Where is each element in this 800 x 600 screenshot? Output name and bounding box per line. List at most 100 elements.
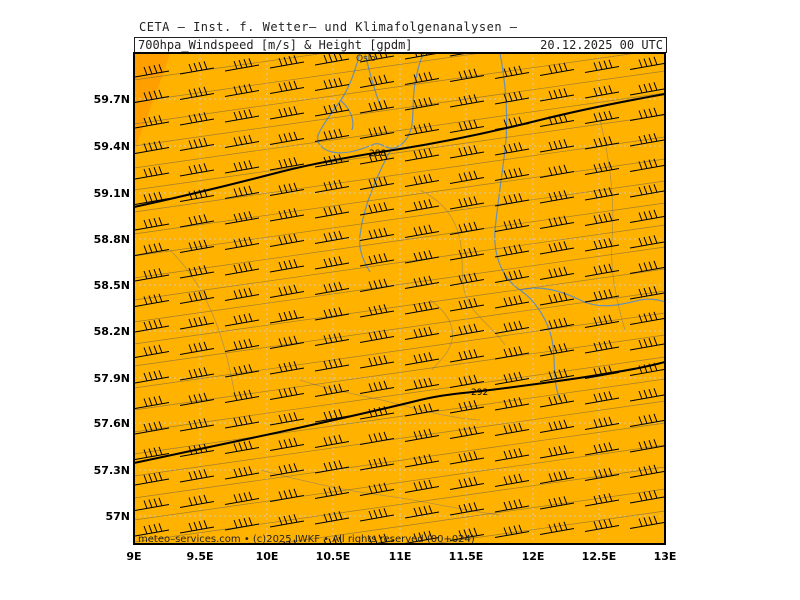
wind-barb bbox=[629, 490, 665, 504]
height-contour-292 bbox=[134, 361, 665, 464]
wind-barb bbox=[449, 94, 485, 108]
wind-barb bbox=[134, 395, 170, 409]
wind-barb bbox=[269, 157, 305, 171]
wind-barb bbox=[539, 317, 575, 331]
wind-barb bbox=[269, 208, 305, 222]
wind-barb bbox=[179, 61, 215, 75]
wind-barb bbox=[404, 377, 440, 391]
wind-barb bbox=[134, 497, 170, 511]
wind-barb bbox=[449, 323, 485, 337]
wind-barb bbox=[629, 388, 665, 402]
wind-barb bbox=[539, 343, 575, 357]
wind-barb bbox=[179, 214, 215, 228]
wind-barb bbox=[359, 508, 395, 522]
wind-barb bbox=[179, 137, 215, 151]
wind-barb bbox=[495, 53, 498, 54]
high-wind-shading bbox=[134, 53, 170, 150]
wind-barb bbox=[314, 205, 350, 219]
wind-barb bbox=[134, 446, 170, 460]
wind-barb bbox=[404, 173, 440, 187]
wind-barb bbox=[179, 265, 215, 279]
wind-barb bbox=[404, 403, 440, 417]
wind-barb bbox=[224, 211, 260, 225]
wind-barb bbox=[134, 472, 170, 486]
wind-barb bbox=[494, 142, 530, 156]
wind-barb bbox=[359, 100, 395, 114]
wind-barb bbox=[179, 112, 215, 126]
wind-barb bbox=[134, 344, 170, 358]
wind-barb bbox=[449, 247, 485, 261]
wind-barb bbox=[224, 389, 260, 403]
wind-barb bbox=[224, 338, 260, 352]
wind-barb bbox=[630, 31, 664, 44]
wind-barb bbox=[134, 64, 170, 78]
wind-barb bbox=[404, 224, 440, 238]
wind-barb bbox=[494, 371, 530, 385]
wind-barb bbox=[134, 89, 170, 103]
wind-barb bbox=[359, 482, 395, 496]
wind-barb bbox=[494, 193, 530, 207]
wind-barb bbox=[179, 469, 215, 483]
chart-title: CETA – Inst. f. Wetter– und Klimafolgena… bbox=[139, 20, 518, 34]
wind-barb bbox=[584, 238, 620, 252]
lon-label: 11.5E bbox=[449, 550, 484, 563]
wind-barb bbox=[629, 158, 665, 172]
wind-barb bbox=[269, 488, 305, 502]
lat-label: 58.2N bbox=[94, 325, 130, 338]
wind-barb bbox=[539, 266, 575, 280]
wind-barb bbox=[134, 370, 170, 384]
wind-barb bbox=[359, 431, 395, 445]
wind-barb bbox=[269, 80, 305, 94]
copyright-footer: meteo–services.com • (c)2025 IWKF • All … bbox=[138, 534, 475, 545]
lat-label: 59.7N bbox=[94, 93, 130, 106]
lon-label: 10E bbox=[256, 550, 279, 563]
lat-label: 59.1N bbox=[94, 187, 130, 200]
wind-barb bbox=[269, 386, 305, 400]
wind-barb bbox=[359, 202, 395, 216]
wind-barb bbox=[314, 128, 350, 142]
wind-barb bbox=[179, 418, 215, 432]
wind-barb bbox=[269, 233, 305, 247]
land-outlines bbox=[169, 119, 626, 516]
wind-barb bbox=[314, 358, 350, 372]
wind-barb bbox=[179, 494, 215, 508]
contour-label-288: 288 bbox=[369, 149, 386, 159]
wind-barb bbox=[314, 230, 350, 244]
wind-barb bbox=[179, 163, 215, 177]
wind-barb bbox=[449, 272, 485, 286]
wind-barb bbox=[314, 434, 350, 448]
lat-lon-grid bbox=[134, 53, 665, 544]
wind-barb bbox=[494, 218, 530, 232]
wind-barb bbox=[494, 422, 530, 436]
wind-barb bbox=[404, 97, 440, 111]
wind-barb bbox=[449, 400, 485, 414]
wind-barb bbox=[134, 293, 170, 307]
wind-barb bbox=[314, 307, 350, 321]
wind-barb bbox=[314, 53, 350, 66]
wind-barb bbox=[539, 139, 575, 153]
wind-barb bbox=[539, 496, 575, 510]
wind-barb bbox=[314, 77, 350, 91]
wind-barb bbox=[224, 109, 260, 123]
lat-label: 57.9N bbox=[94, 372, 130, 385]
wind-barb bbox=[629, 311, 665, 325]
wind-barb bbox=[224, 517, 260, 531]
wind-barb bbox=[539, 292, 575, 306]
wind-barb bbox=[134, 140, 170, 154]
wind-barb bbox=[584, 289, 620, 303]
wind-barb bbox=[629, 260, 665, 274]
wind-barb bbox=[494, 295, 530, 309]
wind-barb bbox=[539, 241, 575, 255]
wind-barb bbox=[269, 463, 305, 477]
wind-barb bbox=[494, 65, 530, 79]
wind-barb bbox=[134, 242, 170, 256]
wind-barb bbox=[224, 287, 260, 301]
lat-label: 57.6N bbox=[94, 417, 130, 430]
wind-barb bbox=[629, 515, 665, 529]
wind-barb bbox=[449, 145, 485, 159]
contour-label-292: 292 bbox=[471, 388, 488, 398]
wind-barb bbox=[449, 53, 470, 57]
wind-barb bbox=[584, 314, 620, 328]
wind-barb bbox=[224, 236, 260, 250]
